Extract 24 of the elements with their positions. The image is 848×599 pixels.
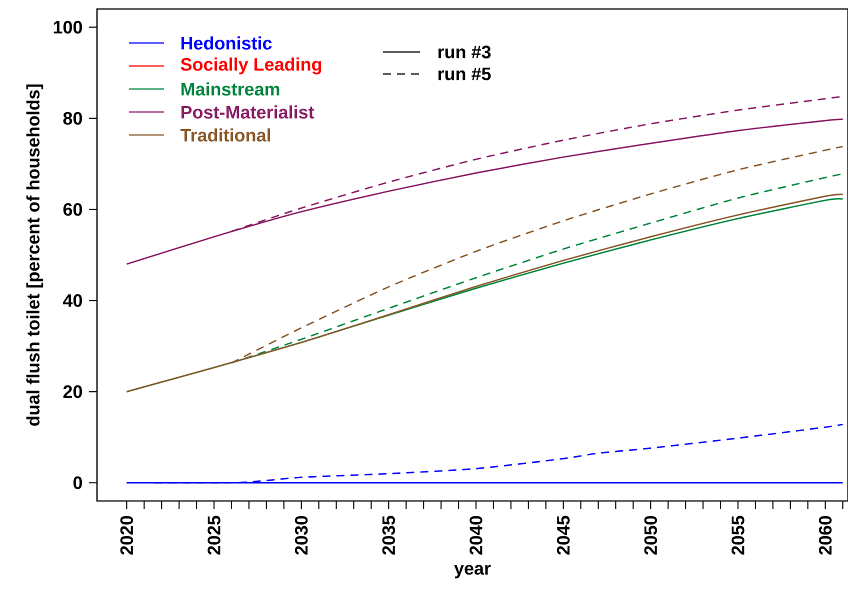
annotation: run #3	[438, 46, 491, 58]
x-tick-label: 2050	[644, 516, 658, 555]
y-tick-label: 100	[54, 20, 82, 34]
x-axis-title: year	[454, 564, 491, 578]
legend-label: Hedonistic	[181, 36, 272, 50]
legend-label: Mainstream	[181, 82, 280, 96]
y-tick-label: 60	[63, 203, 82, 216]
x-tick-label: 2040	[470, 516, 482, 555]
y-tick-label: 0	[73, 476, 82, 490]
legend-label: Post-Materialist	[181, 105, 314, 119]
legend-label: Socially Leading	[180, 58, 322, 74]
x-tick-label: 2025	[208, 516, 220, 555]
y-tick-label: 40	[62, 294, 82, 307]
x-tick-label: 2030	[294, 516, 308, 555]
annotation: run #5	[438, 68, 491, 80]
x-tick-label: 2045	[556, 516, 570, 555]
y-tick-label: 80	[63, 112, 82, 125]
x-tick-label: 2055	[732, 516, 744, 555]
x-tick-label: 2060	[818, 516, 832, 555]
y-axis-title: dual flush toilet [percent of households]	[26, 84, 44, 426]
x-tick-label: 2020	[120, 516, 134, 555]
x-tick-label: 2035	[382, 516, 396, 555]
y-tick-label: 20	[63, 385, 82, 398]
legend-label: Traditional	[180, 128, 270, 142]
